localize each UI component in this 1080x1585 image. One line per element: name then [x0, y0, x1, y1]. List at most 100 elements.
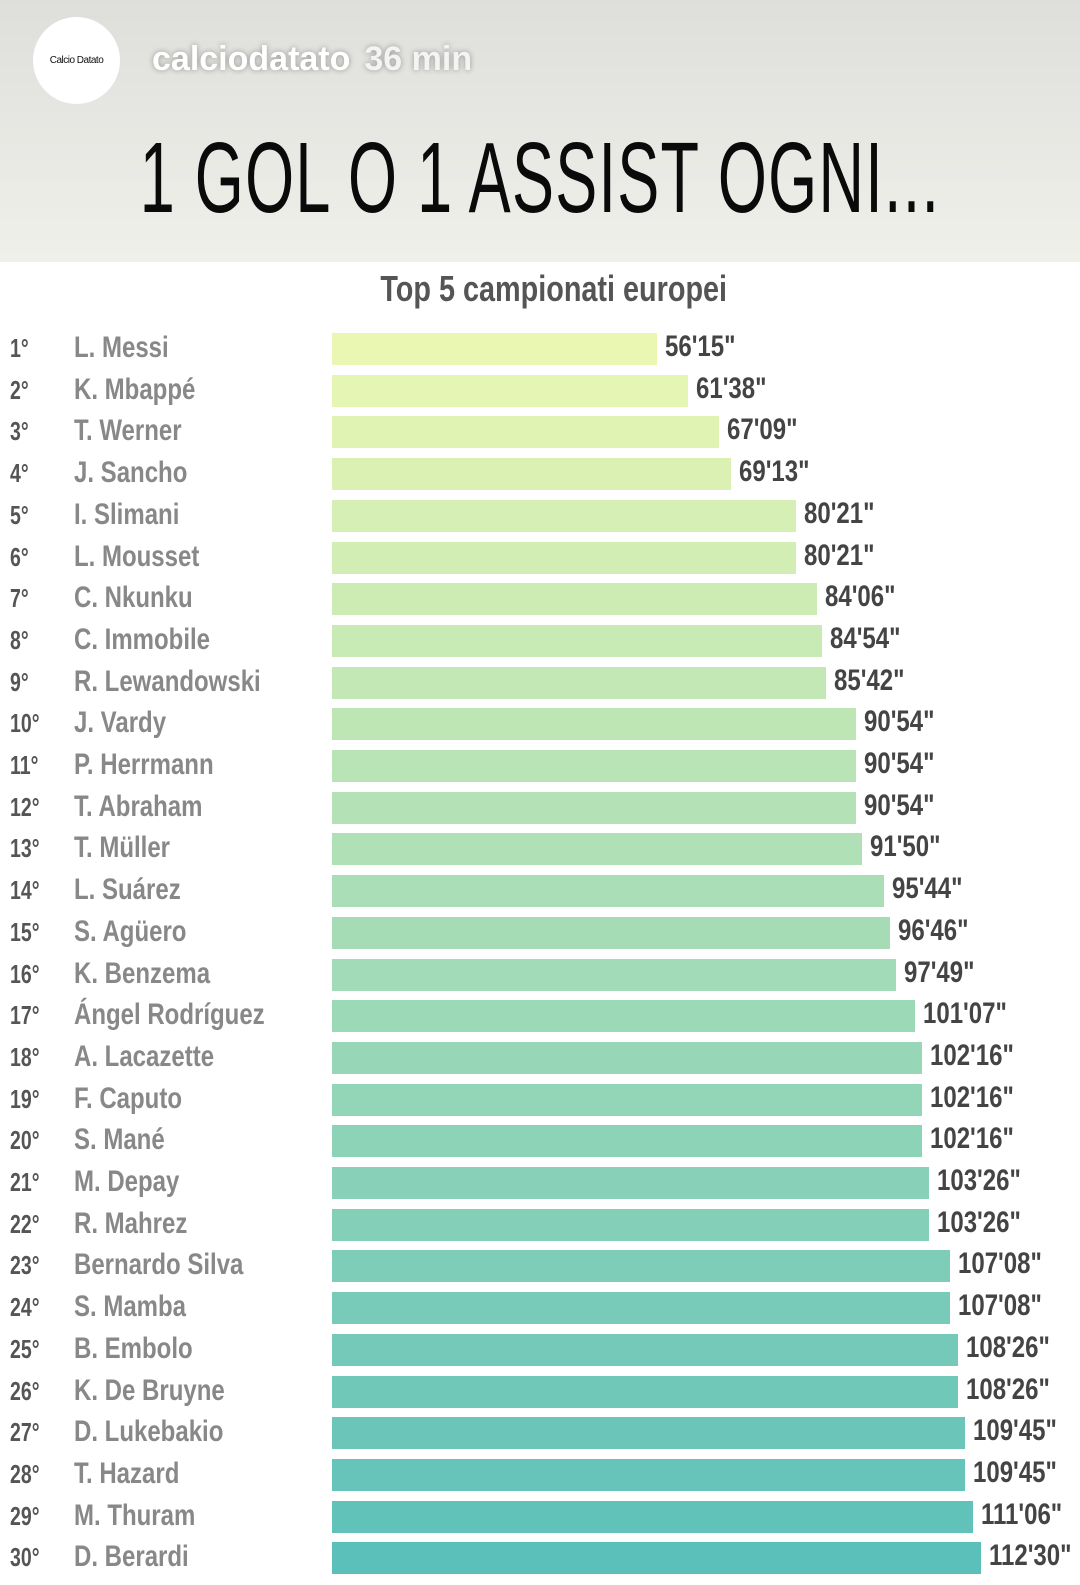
value-label: 84'06"	[825, 580, 896, 614]
rank-label: 4°	[10, 458, 29, 489]
chart-title: Top 5 campionati europei	[380, 268, 728, 309]
rank-label: 16°	[10, 958, 40, 989]
chart-row: 5° I. Slimani 80'21"	[0, 497, 1080, 542]
bar	[332, 1041, 923, 1074]
rank-label: 15°	[10, 916, 40, 947]
chart-row: 17° Ángel Rodríguez 101'07"	[0, 997, 1080, 1042]
post-time: 36 min	[364, 40, 473, 78]
rank-label: 5°	[10, 499, 29, 530]
value-label: 103'26"	[936, 1205, 1021, 1239]
chart-row: 28° T. Hazard 109'45"	[0, 1456, 1080, 1501]
player-name: R. Mahrez	[74, 1206, 188, 1240]
value-label: 90'54"	[864, 705, 935, 739]
value-label: 102'16"	[930, 1080, 1014, 1114]
bar	[332, 1000, 916, 1033]
bar	[332, 499, 796, 532]
value-label: 69'13"	[739, 455, 810, 489]
bar	[332, 416, 720, 449]
player-name: J. Vardy	[74, 706, 167, 740]
bar	[332, 708, 857, 741]
player-name: M. Thuram	[74, 1498, 196, 1532]
rank-label: 13°	[10, 833, 40, 864]
value-label: 95'44"	[892, 872, 963, 906]
username[interactable]: calciodatato	[152, 40, 351, 78]
rank-label: 18°	[10, 1041, 40, 1072]
value-label: 111'06"	[981, 1497, 1063, 1531]
rank-label: 10°	[10, 708, 40, 739]
rank-label: 9°	[10, 666, 29, 697]
value-label: 112'30"	[989, 1539, 1072, 1573]
player-name: T. Abraham	[74, 789, 203, 823]
bar	[332, 1167, 929, 1199]
value-label: 67'09"	[727, 413, 798, 447]
chart-row: 27° D. Lukebakio 109'45"	[0, 1414, 1080, 1459]
bar	[332, 333, 657, 365]
chart-row: 16° K. Benzema 97'49"	[0, 955, 1080, 1001]
bar	[332, 916, 891, 949]
chart-row: 2° K. Mbappé 61'38"	[0, 371, 1080, 417]
player-name: Ángel Rodríguez	[74, 998, 265, 1032]
chart-row: 30° D. Berardi 112'30"	[0, 1539, 1080, 1584]
bar	[332, 583, 818, 616]
rank-label: 12°	[10, 791, 40, 822]
bar	[332, 833, 862, 866]
bar	[332, 1125, 923, 1158]
value-label: 61'38"	[695, 371, 767, 405]
bar	[332, 1500, 974, 1533]
chart-row: 20° S. Mané 102'16"	[0, 1122, 1080, 1167]
bar	[332, 666, 827, 699]
rank-label: 19°	[10, 1083, 40, 1114]
chart-row: 29° M. Thuram 111'06"	[0, 1497, 1080, 1543]
chart-row: 22° R. Mahrez 103'26"	[0, 1205, 1080, 1251]
player-name: L. Messi	[74, 331, 169, 364]
player-name: K. Mbappé	[74, 372, 196, 406]
value-label: 109'45"	[973, 1414, 1058, 1448]
bar	[332, 541, 796, 574]
value-label: 103'26"	[936, 1164, 1021, 1197]
player-name: J. Sancho	[74, 456, 188, 490]
rank-label: 26°	[10, 1375, 40, 1406]
chart-row: 21° M. Depay 103'26"	[0, 1164, 1080, 1209]
bar	[332, 1250, 951, 1283]
value-label: 97'49"	[904, 955, 975, 989]
bar	[332, 1375, 958, 1408]
rank-label: 29°	[10, 1500, 40, 1531]
player-name: D. Lukebakio	[74, 1415, 224, 1449]
rank-label: 1°	[10, 333, 29, 363]
player-name: L. Suárez	[74, 873, 181, 907]
value-label: 108'26"	[965, 1372, 1050, 1406]
rank-label: 3°	[10, 416, 29, 447]
headline: 1 GOL O 1 ASSIST OGNI...	[139, 122, 941, 234]
rank-label: 23°	[10, 1250, 40, 1281]
bar	[332, 1417, 966, 1450]
player-name: C. Nkunku	[74, 581, 193, 615]
player-name: K. De Bruyne	[74, 1373, 225, 1407]
chart-row: 19° F. Caputo 102'16"	[0, 1080, 1080, 1126]
chart-row: 6° L. Mousset 80'21"	[0, 539, 1080, 584]
bar	[332, 374, 688, 407]
player-name: T. Werner	[74, 414, 182, 448]
chart-row: 18° A. Lacazette 102'16"	[0, 1039, 1080, 1084]
avatar[interactable]: Calcio Datato	[33, 17, 120, 104]
chart-row: 10° J. Vardy 90'54"	[0, 705, 1080, 750]
value-label: 91'50"	[869, 830, 941, 864]
player-name: B. Embolo	[74, 1331, 193, 1365]
player-name: Bernardo Silva	[74, 1248, 244, 1282]
rank-label: 25°	[10, 1333, 40, 1364]
rank-label: 20°	[10, 1125, 40, 1156]
bar	[332, 750, 857, 782]
rank-label: 30°	[10, 1542, 40, 1573]
rank-label: 7°	[10, 583, 29, 614]
value-label: 90'54"	[864, 788, 935, 822]
rank-label: 22°	[10, 1208, 40, 1239]
rank-label: 11°	[10, 750, 39, 780]
value-label: 108'26"	[965, 1330, 1050, 1364]
value-label: 101'07"	[923, 997, 1008, 1031]
player-name: T. Hazard	[74, 1456, 180, 1490]
bar	[332, 1458, 966, 1491]
bar	[332, 624, 822, 657]
value-label: 84'54"	[829, 621, 901, 655]
rank-label: 21°	[10, 1167, 40, 1197]
chart-row: 24° S. Mamba 107'08"	[0, 1289, 1080, 1334]
player-name: P. Herrmann	[74, 748, 214, 781]
